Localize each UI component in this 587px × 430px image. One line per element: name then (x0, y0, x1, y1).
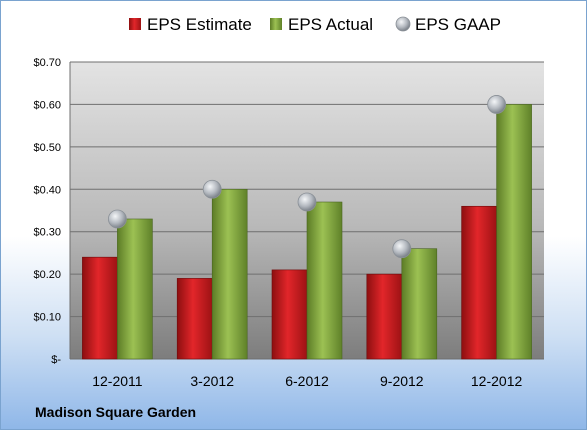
eps-actual-bar (117, 218, 153, 360)
legend-label: EPS Estimate (147, 15, 252, 34)
company-name: Madison Square Garden (35, 404, 197, 420)
legend-label: EPS Actual (288, 15, 373, 34)
legend: EPS Estimate EPS Actual EPS GAAP (129, 15, 501, 34)
legend-label: EPS GAAP (415, 15, 501, 34)
x-tick-label: 3-2012 (190, 373, 234, 389)
eps-gaap-marker (487, 95, 507, 114)
eps-gaap-marker (392, 239, 412, 259)
x-axis: 12-2011 3-2012 6-2012 9-2012 12-2012 (92, 373, 522, 389)
eps-estimate-bar (271, 269, 308, 360)
x-tick-label: 12-2011 (92, 373, 143, 389)
x-tick-label: 6-2012 (285, 373, 329, 389)
y-axis: $- $0.10 $0.20 $0.30 $0.40 $0.50 $0.60 $0.70 (33, 57, 71, 366)
y-tick-label: $0.60 (33, 99, 61, 111)
y-tick-label: $0.40 (33, 184, 61, 196)
x-tick-label: 9-2012 (380, 373, 424, 389)
eps-actual-bar (306, 201, 343, 360)
eps-estimate-bar (366, 273, 403, 360)
gaap-markers (108, 95, 507, 259)
legend-swatch-actual (270, 18, 282, 30)
y-tick-label: $- (51, 354, 61, 366)
eps-estimate-bar (461, 205, 497, 360)
eps-actual-bar (401, 248, 438, 360)
y-tick-label: $0.30 (33, 227, 61, 239)
bars (82, 104, 532, 360)
eps-gaap-marker (297, 192, 317, 212)
y-tick-label: $0.50 (33, 142, 61, 154)
eps-actual-bar (496, 104, 532, 360)
legend-swatch-estimate (129, 18, 141, 30)
eps-actual-bar (211, 188, 248, 360)
y-tick-label: $0.10 (33, 312, 61, 324)
eps-gaap-marker (202, 179, 222, 199)
y-tick-label: $0.20 (33, 269, 61, 281)
eps-estimate-bar (176, 278, 213, 360)
y-tick-label: $0.70 (33, 57, 61, 69)
x-tick-label: 12-2012 (471, 373, 523, 389)
eps-estimate-bar (82, 256, 118, 360)
legend-swatch-gaap (395, 16, 411, 32)
eps-gaap-marker (108, 209, 127, 229)
